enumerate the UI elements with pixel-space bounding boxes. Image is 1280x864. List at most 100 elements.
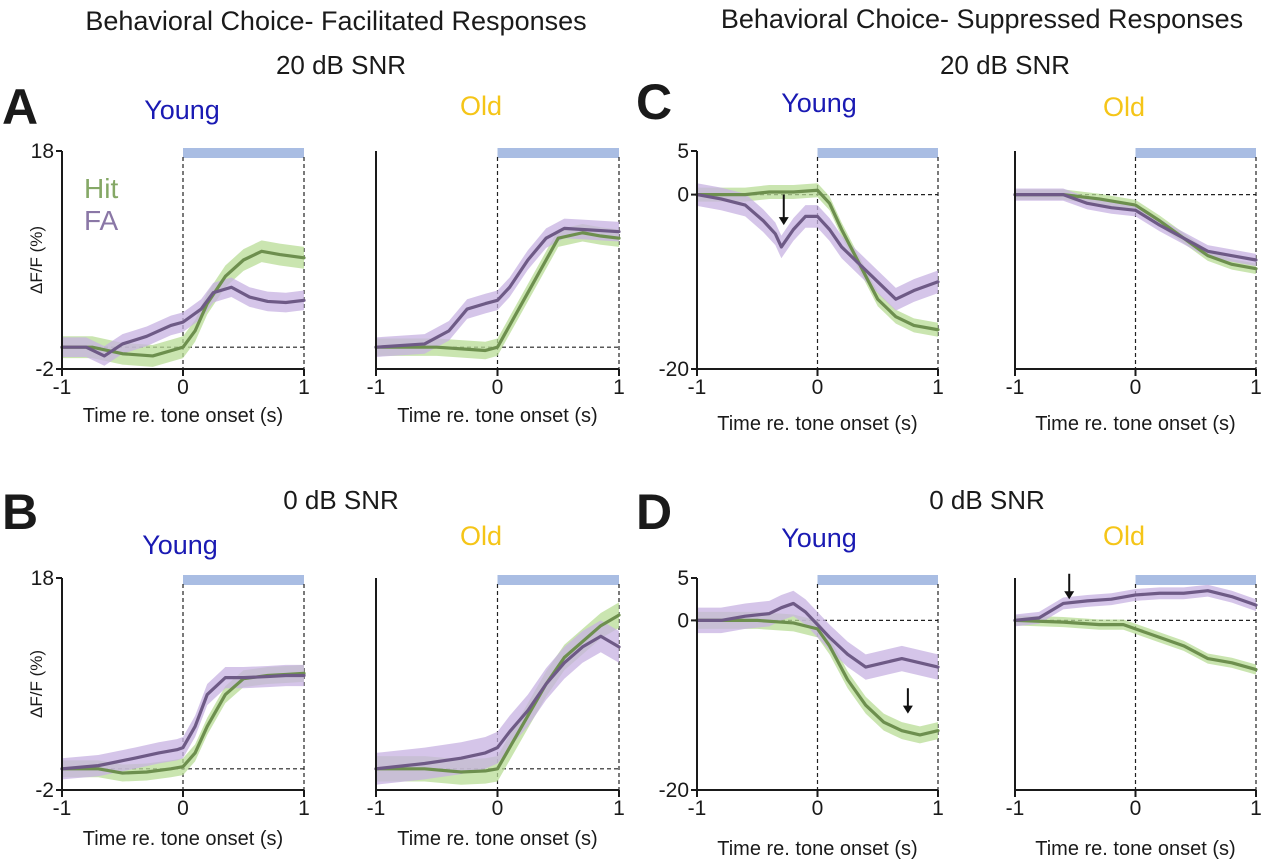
series-line-fa (1013, 589, 1258, 623)
tone-bar (817, 575, 938, 585)
x-tick-label: 0 (177, 797, 189, 820)
plot-b-old: Old -1 0 1 Time re. tone onset (s) (367, 521, 625, 850)
series-line-hit (1013, 618, 1258, 672)
series-band-fa (376, 620, 619, 785)
x-tick-label: 0 (1130, 797, 1142, 820)
x-tick-label: -1 (688, 797, 707, 820)
y-tick-label: 18 (31, 567, 54, 590)
y-tick-label: -20 (659, 358, 689, 381)
x-tick-label: -1 (1006, 797, 1025, 820)
x-tick-label: 1 (298, 376, 310, 399)
y-tick-label: 5 (677, 140, 689, 163)
x-tick-label: 1 (932, 797, 944, 820)
x-tick-label: -1 (688, 376, 707, 399)
group-title: Old (1103, 521, 1145, 551)
tone-bar (183, 575, 304, 585)
tone-bar (183, 148, 304, 158)
x-axis-label: Time re. tone onset (s) (83, 405, 283, 427)
series-line-hit (1013, 193, 1258, 271)
condition-label-b: 0 dB SNR (283, 485, 399, 515)
x-tick-label: 1 (1250, 797, 1262, 820)
series-line-fa (1013, 193, 1258, 262)
x-tick-label: -1 (367, 797, 386, 820)
header-suppressed: Behavioral Choice- Suppressed Responses (721, 4, 1243, 34)
group-title: Old (1103, 92, 1145, 122)
series-line-fa (695, 193, 940, 301)
y-tick-label: 0 (677, 609, 689, 632)
x-tick-label: 0 (492, 797, 504, 820)
x-tick-label: 1 (1250, 376, 1262, 399)
tone-bar (497, 575, 619, 585)
annotation-arrowhead (1064, 591, 1075, 600)
plot-a-young: Young -1 0 1 -2 18 ΔF/F (%) Time re. tone onset… (27, 95, 310, 427)
panel-letter-b: B (2, 484, 38, 540)
x-tick-label: 0 (492, 376, 504, 399)
header-facilitated: Behavioral Choice- Facilitated Responses (85, 6, 586, 36)
series-band-fa (376, 218, 619, 358)
annotation-arrowhead (778, 217, 789, 226)
x-tick-label: -1 (367, 376, 386, 399)
legend-hit: Hit (84, 173, 118, 204)
x-tick-label: 0 (1130, 376, 1142, 399)
y-axis-label: ΔF/F (%) (27, 226, 46, 294)
series-band-fa (1015, 584, 1256, 627)
annotation-arrowhead (902, 705, 913, 714)
x-tick-label: -1 (53, 797, 72, 820)
panel-letter-d: D (636, 484, 672, 540)
x-axis-label: Time re. tone onset (s) (397, 828, 597, 850)
y-axis-label: ΔF/F (%) (27, 650, 46, 718)
x-tick-label: 0 (177, 376, 189, 399)
y-tick-label: -2 (35, 358, 54, 381)
plot-c-young: Young -1 0 1 5 0 -20 Time re. tone onset (s) (659, 88, 944, 435)
series-line-fa (374, 634, 621, 771)
series-band-fa (697, 590, 938, 680)
x-tick-label: 1 (932, 376, 944, 399)
x-axis-label: Time re. tone onset (s) (397, 405, 597, 427)
x-tick-label: 0 (812, 376, 824, 399)
x-axis-label: Time re. tone onset (s) (1035, 838, 1235, 860)
tone-bar (1135, 575, 1256, 585)
condition-label-c: 20 dB SNR (940, 50, 1070, 80)
y-tick-label: 0 (677, 184, 689, 207)
series-line-fa (695, 601, 940, 669)
group-title: Young (781, 523, 857, 553)
condition-label-d: 0 dB SNR (929, 485, 1045, 515)
y-tick-label: -20 (659, 779, 689, 802)
panel-letter-c: C (636, 74, 672, 130)
x-tick-label: 1 (298, 797, 310, 820)
group-title: Young (142, 530, 218, 560)
plot-a-old: Old -1 0 1 Time re. tone onset (s) (367, 91, 625, 427)
panel-letter-a: A (2, 79, 38, 135)
tone-bar (817, 148, 938, 158)
x-axis-label: Time re. tone onset (s) (717, 413, 917, 435)
group-title: Young (144, 95, 220, 125)
x-tick-label: -1 (53, 376, 72, 399)
series-line-fa (374, 226, 621, 349)
group-title: Young (781, 88, 857, 118)
y-tick-label: -2 (35, 779, 54, 802)
y-tick-label: 18 (31, 140, 54, 163)
plot-d-young: Young -1 0 1 5 0 -20 Time re. tone onset (s) (659, 523, 944, 860)
group-title: Old (460, 521, 502, 551)
x-tick-label: -1 (1006, 376, 1025, 399)
x-tick-label: 0 (812, 797, 824, 820)
legend-fa: FA (84, 205, 119, 236)
series-line-hit (374, 231, 621, 353)
x-tick-label: 1 (613, 376, 625, 399)
series-band-fa (62, 664, 304, 780)
x-axis-label: Time re. tone onset (s) (83, 828, 283, 850)
series-line-fa (60, 673, 306, 771)
series-line-hit (695, 188, 940, 332)
y-tick-label: 5 (677, 567, 689, 590)
series-band-hit (697, 611, 938, 744)
tone-bar (497, 148, 619, 158)
plot-b-young: Young -1 0 1 -2 18 ΔF/F (%) Time re. tone onset… (27, 530, 310, 850)
condition-label-a: 20 dB SNR (276, 50, 406, 80)
plot-d-old: Old -1 0 1 Time re. tone onset (s) (1006, 521, 1262, 860)
x-axis-label: Time re. tone onset (s) (717, 838, 917, 860)
series-band-hit (1015, 615, 1256, 675)
series-line-hit (695, 618, 940, 737)
x-axis-label: Time re. tone onset (s) (1035, 413, 1235, 435)
series-line-fa (60, 285, 306, 358)
